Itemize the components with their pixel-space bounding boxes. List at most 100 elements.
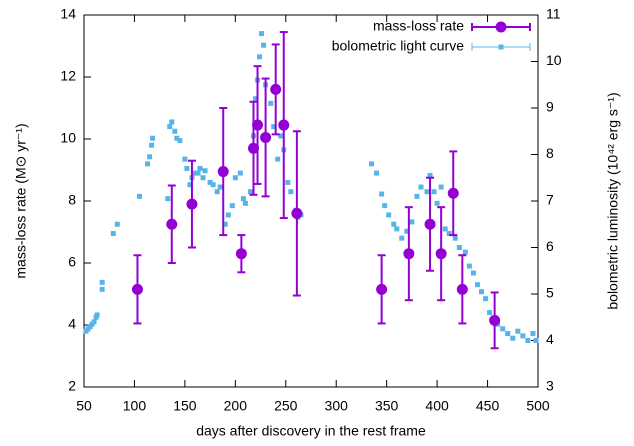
point [197,165,203,171]
point [202,168,208,174]
point [186,198,198,210]
point [470,270,476,276]
point [474,282,480,288]
point [232,175,238,181]
point [214,189,220,195]
point [525,338,531,343]
point [510,335,516,341]
x-tick-label: 350 [375,398,399,414]
point [275,156,281,162]
x-tick-label: 500 [526,398,550,414]
y2-tick-label: 7 [546,192,554,208]
point [446,231,452,237]
y-axis-label: mass-loss rate (M⊙ yr⁻¹) [13,123,29,278]
point [438,184,444,190]
point [409,219,415,225]
x-tick-label: 50 [76,398,92,414]
x-tick-label: 200 [224,398,248,414]
point [489,314,501,326]
point [424,189,430,195]
point [192,170,198,176]
point [99,279,105,285]
point [260,131,272,143]
point [169,119,175,125]
point [222,221,228,227]
point [210,182,216,188]
y-tick-label: 14 [60,6,76,22]
point [382,203,388,209]
point [131,283,143,295]
point [456,245,462,250]
point [414,193,420,199]
point [452,235,458,241]
y2-tick-label: 3 [546,378,554,394]
point [394,226,400,232]
point [271,124,277,130]
point [376,283,388,295]
legend-marker [495,21,507,33]
point [149,142,155,148]
point [288,189,294,195]
point [515,328,521,334]
point [479,289,485,295]
point [399,235,405,241]
point [520,333,526,339]
y2-tick-label: 8 [546,145,554,161]
x-tick-label: 250 [274,398,298,414]
y2-tick-label: 10 [546,52,562,68]
point [261,42,267,48]
y-tick-label: 2 [68,378,76,394]
point [229,203,235,209]
point [530,331,536,337]
point [217,166,229,178]
y-tick-label: 4 [68,316,76,332]
point [247,142,259,154]
point [166,218,178,230]
point [268,100,274,106]
point [291,207,303,219]
x-tick-label: 150 [173,398,197,414]
point [404,228,410,234]
point [369,161,375,167]
y2-tick-label: 11 [546,6,561,22]
legend-marker [498,44,504,50]
point [207,179,213,185]
point [505,331,511,337]
y2-tick-label: 6 [546,238,554,254]
point [374,170,380,176]
point [483,296,489,302]
point [462,249,468,255]
point [270,83,282,95]
plot-frame [83,14,539,388]
point [237,170,243,176]
point [386,212,392,218]
point [257,54,263,60]
point [145,161,151,167]
point [278,133,284,139]
point [99,286,105,292]
point [235,248,247,260]
point [285,179,291,185]
point [150,135,156,141]
x-tick-label: 300 [325,398,349,414]
point [114,221,120,227]
y-tick-label: 12 [60,68,76,84]
point [217,184,223,190]
y2-tick-label: 4 [546,331,554,347]
point [431,189,437,195]
point [418,184,424,190]
point [172,128,178,134]
y2-axis-label: bolometric luminosity (10⁴² erg s⁻¹) [605,92,621,309]
point [225,212,231,218]
point [91,319,97,325]
point [147,154,153,160]
y-tick-label: 8 [68,192,76,208]
point [247,189,253,195]
point [447,187,459,199]
point [427,172,433,178]
point [182,156,188,162]
point [533,338,539,343]
point [466,263,472,269]
point [391,221,397,227]
